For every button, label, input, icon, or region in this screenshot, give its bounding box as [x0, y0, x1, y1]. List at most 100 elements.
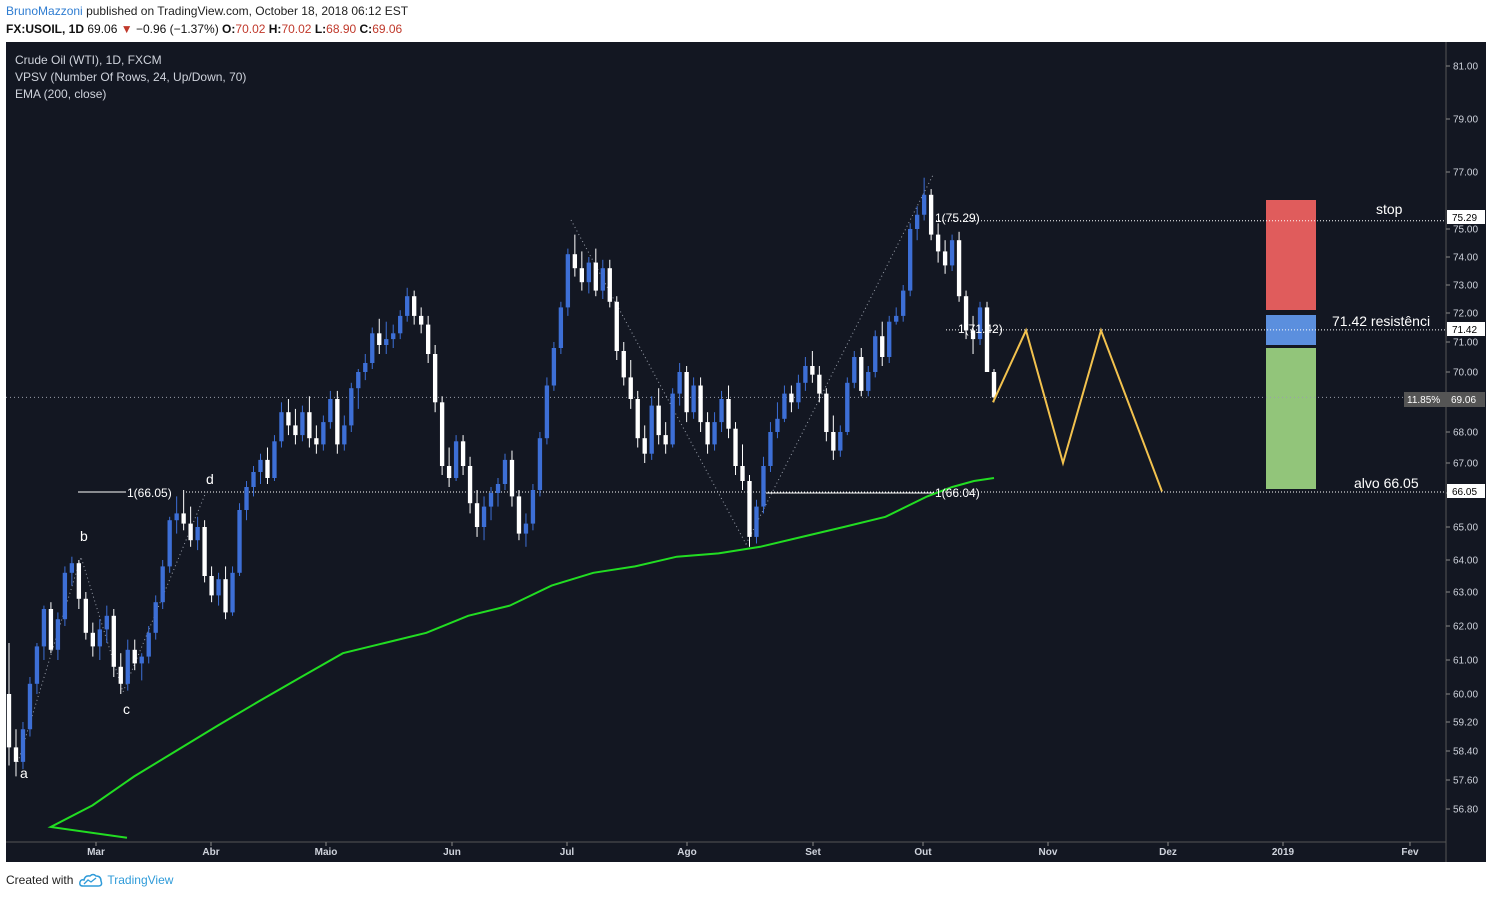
candle — [614, 296, 619, 360]
candle — [677, 363, 682, 406]
candle-body — [705, 422, 710, 445]
candle-body — [20, 729, 26, 762]
candle-body — [928, 194, 934, 235]
candle-body — [258, 459, 263, 472]
candle — [782, 385, 787, 423]
annotation-target: alvo 66.05 — [1354, 475, 1419, 491]
candle-body — [474, 503, 480, 527]
candle — [328, 390, 333, 429]
symbol[interactable]: FX:USOIL, 1D — [6, 22, 85, 36]
candle-body — [230, 572, 235, 613]
candle — [377, 318, 382, 354]
candle — [754, 499, 759, 544]
candle — [712, 412, 717, 451]
candle-body — [139, 656, 144, 664]
candle-body — [321, 422, 326, 445]
candle-body — [775, 418, 780, 432]
candle-body — [621, 351, 626, 378]
candle — [949, 234, 955, 271]
candle-body — [300, 412, 305, 436]
candle-body — [768, 432, 773, 466]
candle — [488, 487, 494, 521]
chart-legend: Crude Oil (WTI), 1D, FXCM VPSV (Number O… — [15, 53, 246, 101]
candle-body — [593, 262, 598, 291]
y-tick-label: 81.00 — [1453, 62, 1478, 73]
candle-body — [76, 563, 82, 599]
wave-trend-line[interactable] — [570, 174, 934, 546]
candle-body — [921, 194, 927, 215]
candle — [363, 354, 368, 381]
close-label: C: — [359, 22, 373, 36]
legend-indicator-vpsv[interactable]: VPSV (Number Of Rows, 24, Up/Down, 70) — [15, 70, 246, 84]
candle-body — [866, 372, 871, 391]
candle — [258, 453, 263, 484]
tradingview-label[interactable]: TradingView — [107, 873, 174, 887]
candle — [216, 572, 221, 606]
last-price-value: 69.06 — [1451, 395, 1476, 406]
tradingview-cloud-icon — [79, 873, 103, 887]
candle — [775, 402, 780, 439]
x-tick-label: Out — [914, 847, 932, 858]
y-tick-label: 63.00 — [1453, 588, 1478, 599]
legend-title[interactable]: Crude Oil (WTI), 1D, FXCM — [15, 53, 162, 67]
candle — [935, 223, 941, 263]
price-label-stop-bg — [1447, 210, 1485, 224]
candle-body — [796, 382, 801, 403]
candle — [880, 321, 885, 366]
candle-body — [104, 615, 109, 630]
candle — [181, 490, 186, 531]
candle-body — [873, 336, 878, 372]
candle-body — [314, 438, 319, 445]
close-value: 69.06 — [372, 22, 403, 36]
symbol-bar: FX:USOIL, 1D 69.06 ▼ −0.96 (−1.37%) O:70… — [6, 22, 402, 36]
candle-body — [48, 609, 54, 650]
candle — [188, 506, 193, 547]
author-link[interactable]: BrunoMazzoni — [6, 4, 83, 18]
candle — [272, 435, 277, 481]
candle-body — [782, 393, 787, 419]
fib-label-1: 1(66.05) — [127, 486, 172, 500]
time-axis[interactable] — [6, 842, 1446, 862]
down-triangle-icon: ▼ — [120, 22, 133, 36]
candle — [6, 643, 12, 766]
y-tick-label: 62.00 — [1453, 622, 1478, 633]
tradingview-link[interactable]: TradingView — [79, 873, 173, 887]
candle-body — [908, 229, 913, 291]
ema-200-line[interactable] — [47, 477, 995, 839]
candle-body — [55, 619, 61, 650]
candle — [670, 388, 675, 448]
created-with-text: Created with — [6, 873, 74, 887]
candle-body — [195, 527, 200, 541]
x-tick-label: Mar — [87, 847, 105, 858]
candle — [146, 626, 151, 664]
candle — [977, 301, 983, 345]
wave-label-c: c — [123, 701, 130, 717]
candle-body — [991, 372, 997, 398]
price-chart[interactable]: 81.00 79.00 77.00 75.00 74.00 73.00 72.00 71.00… — [6, 42, 1486, 862]
candle — [523, 513, 529, 547]
candle — [740, 444, 745, 490]
zones-layer — [1266, 200, 1316, 489]
candle-body — [412, 296, 417, 316]
candle — [796, 374, 801, 409]
candle-body — [963, 296, 969, 331]
candle — [370, 327, 375, 369]
candle — [439, 396, 445, 475]
price-projection-line[interactable] — [992, 327, 1163, 492]
legend-indicator-ema[interactable]: EMA (200, close) — [15, 87, 106, 101]
y-axis-ticks: 81.00 79.00 77.00 75.00 74.00 73.00 72.00 71.00… — [1446, 62, 1478, 816]
candle-body — [460, 441, 466, 466]
candle — [914, 206, 920, 241]
wave-label-a: a — [20, 765, 28, 781]
candle — [432, 345, 438, 413]
candle-body — [810, 366, 815, 375]
candle — [69, 556, 75, 586]
price-axis[interactable] — [1446, 42, 1486, 862]
published-text: published on TradingView.com, October 18… — [86, 4, 409, 18]
candle — [684, 366, 689, 423]
y-tick-label: 71.00 — [1453, 338, 1478, 349]
candle-body — [942, 251, 948, 266]
wave-label-b: b — [80, 528, 88, 544]
y-tick-label: 75.00 — [1453, 225, 1478, 236]
candle-body — [418, 315, 424, 325]
